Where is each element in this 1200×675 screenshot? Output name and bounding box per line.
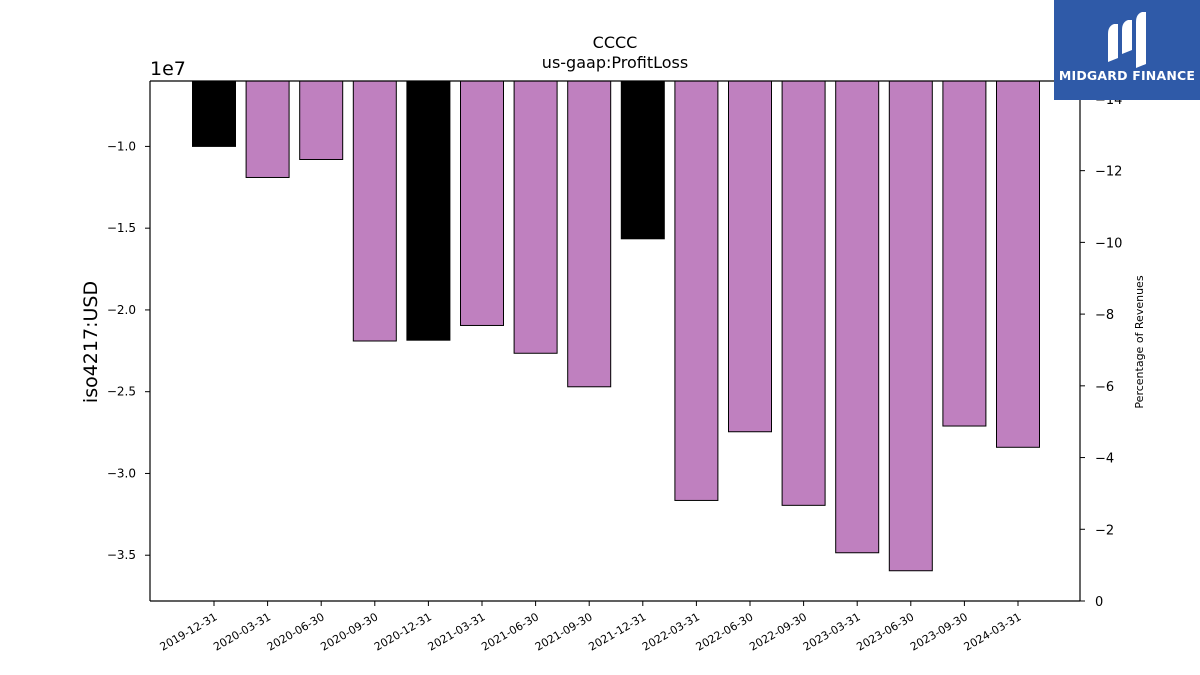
- x-tick-label: 2023-03-31: [801, 610, 863, 653]
- x-tick-label: 2022-09-30: [747, 610, 809, 653]
- bar: [674, 80, 719, 501]
- y-tick-label: −2.5: [107, 385, 136, 399]
- x-tick-label: 2021-06-30: [479, 610, 541, 653]
- bar: [888, 80, 933, 572]
- bar: [835, 80, 880, 554]
- y2-tick-label: −6: [1095, 380, 1114, 395]
- bar: [352, 80, 397, 342]
- y-tick-label: −1.0: [107, 139, 136, 153]
- chart-title: CCCC: [593, 33, 638, 52]
- bars-group: [192, 80, 1040, 572]
- x-tick-label: 2022-03-31: [640, 610, 702, 653]
- bar: [728, 80, 772, 433]
- y2-tick-label: −8: [1095, 308, 1114, 323]
- x-tick-label: 2021-03-31: [426, 610, 488, 653]
- y2-tick-label: 0: [1095, 595, 1103, 610]
- x-tick-label: 2020-03-31: [211, 610, 273, 653]
- y-tick-label: −3.0: [107, 466, 136, 480]
- bar: [781, 80, 826, 506]
- chart-subtitle: us-gaap:ProfitLoss: [542, 53, 688, 72]
- x-tick-label: 2020-06-30: [265, 610, 327, 653]
- y2-tick-label: −10: [1095, 236, 1122, 251]
- x-tick-label: 2020-09-30: [318, 610, 380, 653]
- logo-text: MIDGARD FINANCE: [1058, 68, 1196, 83]
- y-offset-label: 1e7: [150, 58, 186, 80]
- y2-axis-label: Percentage of Revenues: [1133, 275, 1146, 408]
- x-tick-label: 2022-06-30: [694, 610, 756, 653]
- bar: [245, 80, 290, 178]
- x-tick-label: 2024-03-31: [962, 610, 1024, 653]
- bar: [620, 80, 665, 240]
- bar: [192, 80, 236, 147]
- y-tick-label: −1.5: [107, 221, 136, 235]
- x-tick-label: 2021-12-31: [586, 610, 648, 653]
- x-tick-label: 2020-12-31: [372, 610, 434, 653]
- x-tick-label: 2023-06-30: [854, 610, 916, 653]
- bar: [567, 80, 612, 388]
- y-tick-label: −3.5: [107, 548, 136, 562]
- y-axis-label: iso4217:USD: [80, 281, 102, 403]
- midgard-finance-logo: MIDGARD FINANCE: [1054, 0, 1200, 100]
- bar: [299, 80, 344, 160]
- bar: [406, 80, 451, 341]
- y2-tick-label: −2: [1095, 523, 1114, 538]
- y2-tick-label: −12: [1095, 165, 1122, 180]
- x-tick-label: 2023-09-30: [908, 610, 970, 653]
- bar: [996, 80, 1040, 448]
- bar: [942, 80, 987, 427]
- bar: [513, 80, 558, 354]
- bar: [460, 80, 504, 326]
- y-tick-label: −2.0: [107, 303, 136, 317]
- y2-tick-label: −4: [1095, 452, 1114, 467]
- x-tick-label: 2021-09-30: [533, 610, 595, 653]
- logo-mark-icon: [1108, 12, 1146, 68]
- x-tick-label: 2019-12-31: [158, 610, 220, 653]
